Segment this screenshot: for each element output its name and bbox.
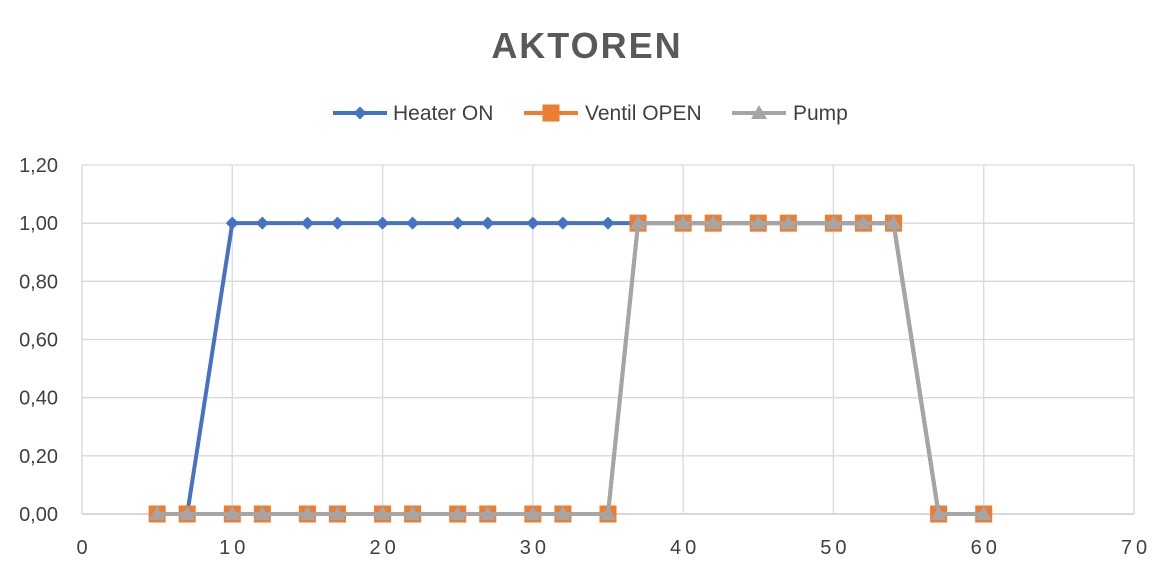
y-tick-label: 0,20 xyxy=(19,446,58,468)
legend-label: Heater ON xyxy=(393,102,493,125)
data-point xyxy=(825,215,842,230)
data-point xyxy=(300,216,314,230)
data-point xyxy=(975,506,992,520)
data-point xyxy=(329,506,346,520)
data-point xyxy=(524,506,541,520)
x-tick-label: 4 0 xyxy=(670,537,696,559)
data-point xyxy=(376,216,390,230)
legend: Heater ON Ventil OPEN Pump xyxy=(333,102,848,125)
legend-item: Pump xyxy=(732,102,848,125)
data-point xyxy=(299,506,316,520)
data-point xyxy=(404,506,421,520)
y-tick-label: 0,80 xyxy=(19,271,58,293)
data-point xyxy=(601,216,615,230)
x-tick-label: 6 0 xyxy=(971,537,997,559)
y-tick-label: 0,60 xyxy=(19,330,58,352)
data-point xyxy=(254,506,271,520)
data-point xyxy=(225,216,239,230)
data-point xyxy=(179,506,196,520)
legend-label: Pump xyxy=(793,102,848,125)
data-point xyxy=(451,216,465,230)
y-tick-label: 0,40 xyxy=(19,388,58,410)
data-point xyxy=(224,506,241,520)
x-tick-label: 2 0 xyxy=(369,537,395,559)
series-layer xyxy=(148,214,993,523)
data-point xyxy=(780,215,797,230)
data-point xyxy=(750,215,767,230)
y-tick-label: 1,00 xyxy=(19,213,58,235)
x-tick-label: 1 0 xyxy=(219,537,245,559)
data-point xyxy=(481,216,495,230)
data-point xyxy=(255,216,269,230)
y-tick-label: 1,20 xyxy=(19,155,58,177)
data-point xyxy=(885,215,902,230)
x-tick-label: 3 0 xyxy=(520,537,546,559)
data-point xyxy=(374,506,391,520)
data-point xyxy=(554,506,571,520)
data-point xyxy=(600,506,616,520)
data-point xyxy=(149,506,166,520)
data-point xyxy=(675,215,692,230)
legend-marker xyxy=(353,106,367,120)
data-point xyxy=(556,216,570,230)
legend-marker xyxy=(542,104,560,122)
x-tick-label: 7 0 xyxy=(1121,537,1147,559)
legend-marker xyxy=(751,105,767,119)
legend-item: Ventil OPEN xyxy=(524,102,702,125)
legend-label: Ventil OPEN xyxy=(585,102,702,125)
data-point xyxy=(449,506,466,520)
data-point xyxy=(406,216,420,230)
axis-tick-labels: 0,00 0,20 0,40 0,60 0,80 1,00 1,20 0 1 0 2 0 3 0 4 … xyxy=(19,155,1147,559)
x-tick-label: 5 0 xyxy=(820,537,846,559)
data-point xyxy=(930,506,947,520)
series-2 xyxy=(149,215,992,520)
legend-item: Heater ON xyxy=(333,102,493,125)
data-point xyxy=(479,506,496,520)
chart-title: AKTOREN xyxy=(491,25,682,66)
data-point xyxy=(526,216,540,230)
x-tick-label: 0 xyxy=(76,537,87,559)
data-point xyxy=(705,215,722,230)
y-tick-label: 0,00 xyxy=(19,504,58,526)
data-point xyxy=(855,215,872,230)
data-point xyxy=(330,216,344,230)
data-point xyxy=(630,215,647,230)
